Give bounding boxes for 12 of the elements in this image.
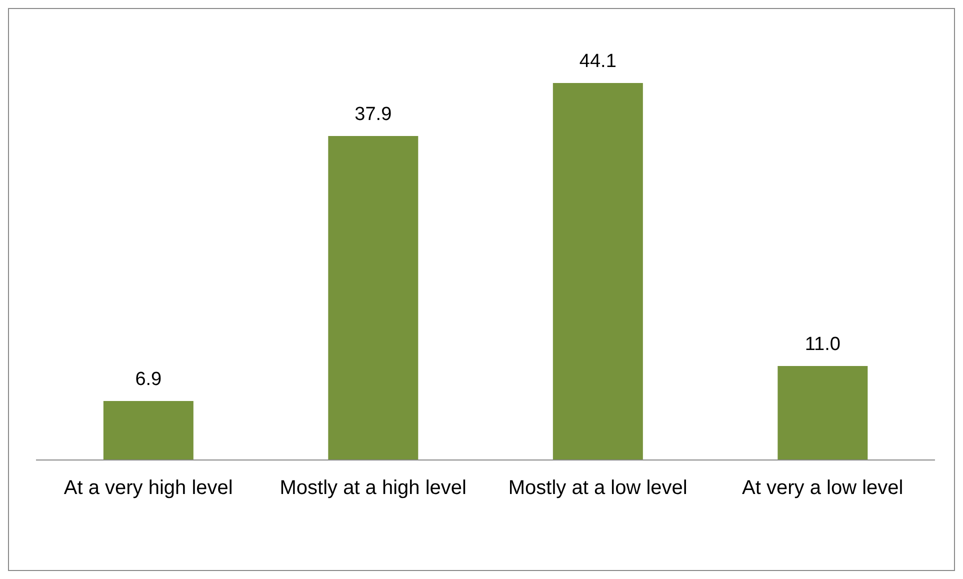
x-tick-label: At a very high level [64,477,233,500]
data-label: 6.9 [135,369,162,390]
bar [328,136,418,460]
data-label: 37.9 [354,104,392,125]
bar [552,83,643,460]
data-label: 44.1 [579,51,616,72]
bar [103,401,194,460]
data-label: 11.0 [804,334,840,355]
x-tick-label: At very a low level [742,477,904,500]
x-tick-label: Mostly at a low level [508,477,688,500]
bar [778,366,868,460]
x-tick-label: Mostly at a high level [280,477,467,500]
